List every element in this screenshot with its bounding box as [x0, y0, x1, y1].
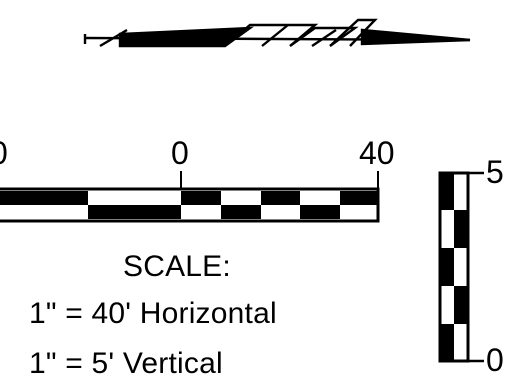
- scale-vertical-note: 1" = 5' Vertical: [29, 347, 223, 380]
- h-scale-label-40: 40: [359, 135, 395, 171]
- scale-heading: SCALE:: [123, 250, 231, 283]
- h-scale-label-left: 0: [0, 137, 8, 169]
- v-scale-label-0: 0: [486, 342, 504, 378]
- horizontal-scale-bar: [0, 171, 380, 223]
- v-scale-label-5: 5: [486, 154, 504, 190]
- h-scale-label-zero: 0: [171, 135, 189, 171]
- vertical-scale-bar: [438, 171, 484, 363]
- scale-horizontal-note: 1" = 40' Horizontal: [29, 297, 277, 330]
- north-arrow-icon: [83, 18, 471, 48]
